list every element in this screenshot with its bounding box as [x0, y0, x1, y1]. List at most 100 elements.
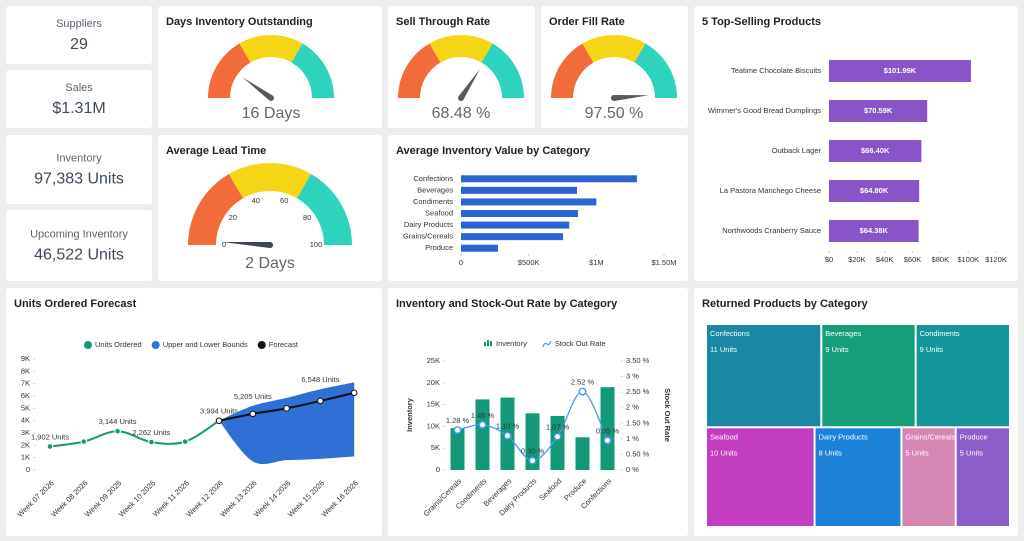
bar	[461, 210, 579, 217]
data-label: 1,902 Units	[31, 433, 69, 442]
cell-value: 5 Units	[960, 448, 984, 457]
bar	[829, 180, 920, 202]
treemap-cell	[822, 325, 915, 427]
marker	[317, 397, 324, 405]
cell-label: Confections	[710, 329, 750, 338]
gauge-tick-label: 40	[252, 196, 260, 205]
marker	[578, 387, 587, 396]
category-label: Confections	[413, 174, 453, 183]
chart-title: Days Inventory Outstanding	[166, 16, 313, 28]
category-label: Teatime Chocolate Biscuits	[731, 66, 821, 75]
y-tick-label: 6K	[21, 391, 30, 400]
marker	[80, 438, 88, 445]
card	[541, 6, 688, 128]
marker	[46, 443, 54, 450]
data-label: 3,994 Units	[200, 407, 238, 416]
data-label: 3,144 Units	[99, 417, 137, 426]
cell-value: 9 Units	[825, 345, 849, 354]
legend-label: Forecast	[269, 340, 299, 349]
chart-title: Sell Through Rate	[396, 16, 490, 28]
x-tick-label: $120K	[985, 255, 1007, 264]
marker	[503, 431, 512, 440]
y-tick-label: 2K	[21, 440, 30, 449]
data-label: $66.40K	[861, 146, 890, 155]
data-label: 1.45 %	[471, 411, 495, 420]
x-tick-label: $0	[825, 255, 833, 264]
chart-title: 5 Top-Selling Products	[702, 16, 821, 28]
cell-label: Beverages	[825, 329, 861, 338]
category-label: Condiments	[413, 197, 453, 206]
y2-axis-title: Stock Out Rate	[663, 388, 672, 442]
bar	[575, 437, 590, 470]
gauge-value: 68.48 %	[432, 105, 491, 122]
y2-tick-label: 2 %	[626, 403, 639, 412]
bar	[461, 175, 637, 183]
marker	[283, 405, 290, 412]
y2-tick-label: 0.50 %	[626, 449, 650, 458]
y-tick-label: 8K	[21, 366, 30, 375]
legend-label: Upper and Lower Bounds	[163, 340, 248, 349]
bar	[461, 221, 570, 229]
category-label: Wimmer's Good Bread Dumplings	[708, 106, 821, 115]
legend-swatch	[151, 341, 160, 349]
gauge-tick-label: 20	[229, 213, 237, 222]
y2-tick-label: 1 %	[626, 434, 639, 443]
y-axis-title: Inventory	[405, 397, 414, 432]
y-tick-label: 20K	[427, 378, 440, 387]
card	[6, 288, 382, 536]
chart-title: Average Inventory Value by Category	[396, 145, 591, 157]
kpi-label: Inventory	[56, 152, 102, 164]
y-tick-label: 0	[26, 465, 30, 474]
marker	[528, 456, 537, 465]
card	[6, 210, 152, 281]
y-tick-label: 15K	[427, 400, 440, 409]
gauge-band	[582, 35, 646, 63]
x-tick-label: $40K	[876, 255, 894, 264]
legend-swatch	[487, 340, 489, 346]
y2-tick-label: 3.50 %	[626, 356, 650, 365]
y-tick-label: 0	[436, 465, 440, 474]
gauge-band	[239, 35, 303, 63]
gauge-band	[188, 173, 243, 245]
kpi-label: Suppliers	[56, 18, 102, 30]
cell-label: Seafood	[710, 432, 738, 441]
chart-title: Average Lead Time	[166, 145, 266, 157]
data-label: 0.95 %	[596, 426, 620, 435]
kpi-label: Sales	[65, 82, 93, 94]
legend-swatch	[484, 342, 486, 346]
gauge-band	[429, 35, 493, 63]
marker	[114, 427, 121, 435]
category-label: Seafood	[425, 208, 453, 217]
x-tick-label: $100K	[957, 255, 979, 264]
bar	[829, 220, 919, 242]
card	[6, 70, 152, 128]
gauge-tick-label: 80	[303, 213, 311, 222]
data-label: 6,548 Units	[301, 375, 339, 384]
marker	[453, 426, 462, 435]
chart-title: Inventory and Stock-Out Rate by Category	[396, 298, 618, 310]
y-tick-label: 7K	[21, 379, 30, 388]
gauge-value: 2 Days	[245, 255, 295, 272]
data-label: $64.38K	[860, 226, 889, 235]
kpi-value: 29	[70, 36, 88, 53]
y-tick-label: 3K	[21, 428, 30, 437]
gauge-needle	[222, 242, 273, 248]
gauge-band	[291, 43, 334, 98]
y-tick-label: 5K	[21, 403, 30, 412]
kpi-value: 97,383 Units	[34, 171, 124, 188]
bar	[829, 100, 928, 122]
card	[388, 6, 535, 128]
x-tick-label: $500K	[518, 258, 540, 267]
cell-label: Dairy Products	[819, 432, 868, 441]
y-tick-label: 4K	[21, 416, 30, 425]
bar	[461, 198, 597, 206]
data-label: 5,205 Units	[234, 392, 272, 401]
gauge-band	[229, 163, 311, 199]
legend-label: Units Ordered	[95, 340, 142, 349]
legend-label: Inventory	[496, 339, 527, 348]
marker	[249, 410, 257, 418]
gauge-value: 97.50 %	[585, 105, 644, 122]
category-label: Northwoods Cranberry Sauce	[722, 226, 821, 235]
gauge-value: 16 Days	[242, 105, 301, 122]
gauge-tick-label: 60	[280, 196, 288, 205]
